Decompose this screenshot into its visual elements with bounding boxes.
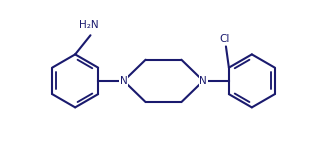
Text: N: N [199, 76, 207, 86]
Text: N: N [120, 76, 128, 86]
Text: H₂N: H₂N [79, 20, 99, 30]
Text: Cl: Cl [219, 34, 230, 44]
